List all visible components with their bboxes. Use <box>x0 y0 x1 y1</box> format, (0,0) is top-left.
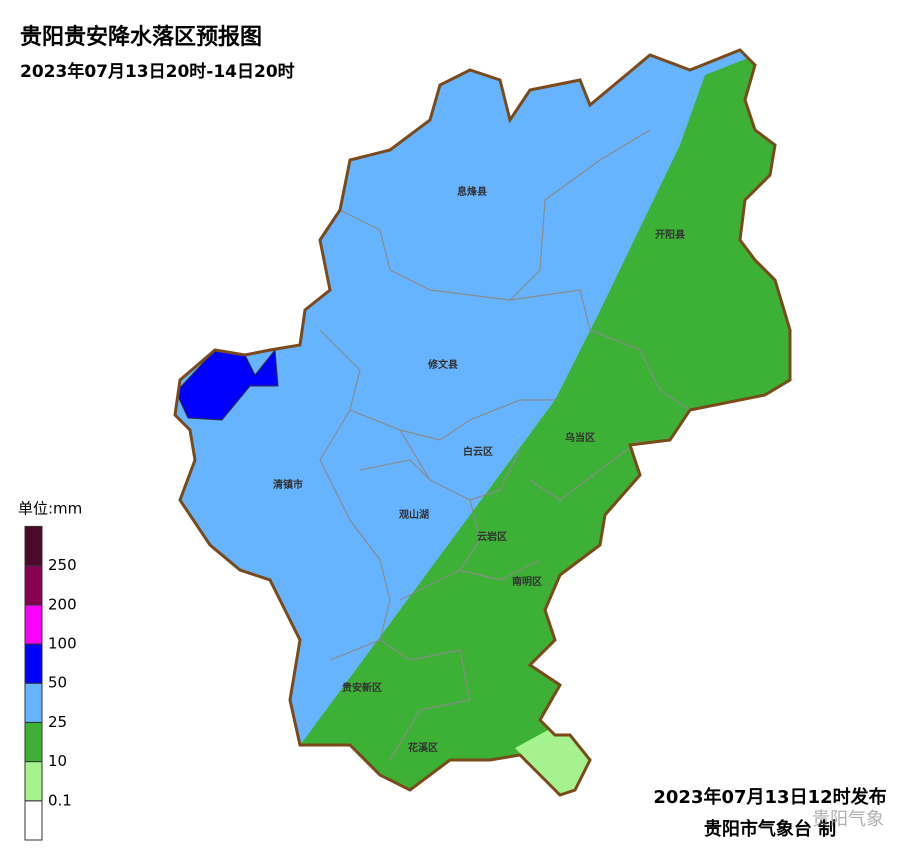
district-label: 观山湖 <box>399 508 429 521</box>
legend-label: 250 <box>48 556 77 574</box>
district-label: 花溪区 <box>408 741 438 754</box>
district-label: 息烽县 <box>457 185 487 198</box>
legend-swatch <box>24 721 43 763</box>
legend-swatch <box>24 800 43 841</box>
legend-swatch <box>24 643 43 684</box>
legend-label: 25 <box>48 713 67 731</box>
legend: 0.1 10 25 50 100 200 250 <box>24 525 77 841</box>
area-0.1-10 <box>515 730 590 795</box>
legend-unit: 单位:mm <box>18 500 82 518</box>
district-label: 清镇市 <box>273 478 303 491</box>
district-label: 开阳县 <box>655 229 685 241</box>
legend-label: 50 <box>48 674 67 692</box>
legend-swatch <box>24 682 43 723</box>
district-label: 修文县 <box>427 358 458 371</box>
district-label: 贵安新区 <box>342 681 382 694</box>
legend-swatch <box>24 565 43 606</box>
issuer: 贵阳市气象台 制 <box>704 818 836 840</box>
legend-label: 200 <box>48 595 77 613</box>
district-label: 云岩区 <box>477 530 507 543</box>
district-label: 白云区 <box>463 445 493 458</box>
legend-label: 100 <box>48 635 77 653</box>
map-title: 贵阳贵安降水落区预报图 <box>20 24 262 50</box>
issued-time: 2023年07月13日12时发布 <box>653 786 886 808</box>
legend-swatch <box>24 761 43 802</box>
legend-label: 10 <box>48 752 67 770</box>
district-label: 乌当区 <box>565 431 595 444</box>
rain-areas <box>175 50 790 795</box>
legend-label: 0.1 <box>48 791 72 809</box>
watermark: 贵阳气象 <box>812 809 884 830</box>
district-label: 南明区 <box>512 575 542 588</box>
legend-swatch <box>24 604 43 645</box>
district-borders <box>319 129 691 761</box>
legend-swatch <box>24 525 43 567</box>
map-subtitle: 2023年07月13日20时-14日20时 <box>20 61 295 82</box>
